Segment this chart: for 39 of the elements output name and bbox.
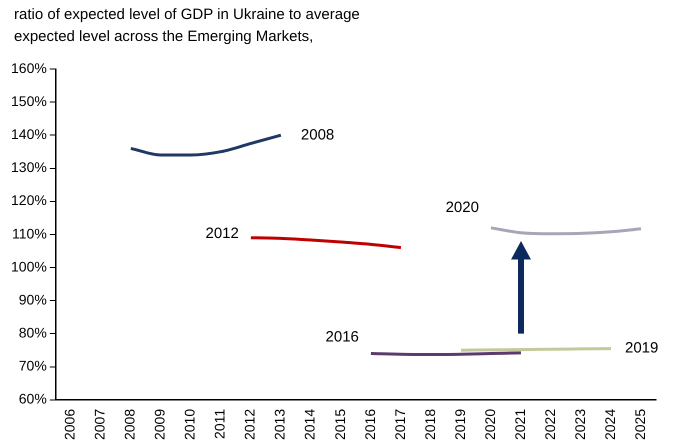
series-label: 2016 <box>326 328 359 346</box>
x-tick-label: 2020 <box>482 408 498 440</box>
x-tick-label: 2007 <box>92 408 108 440</box>
y-tick-label: 110% <box>12 225 47 242</box>
y-tick-label: 90% <box>18 291 47 308</box>
x-tick-label: 2011 <box>212 408 228 439</box>
x-tick-label: 2022 <box>542 408 558 440</box>
x-tick-label: 2023 <box>572 408 588 440</box>
y-tick-label: 130% <box>10 159 47 176</box>
x-tick-label: 2017 <box>392 408 408 440</box>
x-tick-label: 2025 <box>632 408 648 440</box>
x-tick-label: 2013 <box>272 408 288 440</box>
x-tick-label: 2006 <box>62 408 78 440</box>
chart-title: ratio of expected level of GDP in Ukraine to average expected level across the Emerging Markets, <box>14 5 360 47</box>
y-tick-label: 160% <box>10 60 47 76</box>
x-tick-label: 2014 <box>302 408 318 440</box>
y-tick-label: 120% <box>10 192 47 208</box>
y-tick-label: 150% <box>10 92 47 109</box>
y-tick-label: 80% <box>18 324 47 341</box>
x-tick-label: 2016 <box>362 408 378 440</box>
line-series <box>129 134 282 157</box>
x-tick-label: 2015 <box>332 408 348 440</box>
series-label: 2019 <box>624 340 658 357</box>
series-label: 2020 <box>446 198 479 216</box>
y-tick-label: 60% <box>18 390 47 407</box>
y-tick-label: 100% <box>10 258 47 274</box>
series-label: 2008 <box>300 126 334 144</box>
x-tick-label: 2012 <box>242 408 258 440</box>
x-tick-label: 2024 <box>602 408 618 440</box>
x-tick-label: 2019 <box>452 408 468 440</box>
line-series <box>249 236 402 250</box>
x-tick-label: 2008 <box>122 408 138 440</box>
x-tick-label: 2018 <box>422 408 438 440</box>
x-tick-label: 2009 <box>152 408 168 440</box>
y-tick-label: 70% <box>18 358 47 374</box>
series-label: 2012 <box>205 224 239 242</box>
x-tick-label: 2021 <box>512 408 528 440</box>
y-tick-label: 140% <box>10 126 47 142</box>
x-tick-label: 2010 <box>182 408 198 440</box>
